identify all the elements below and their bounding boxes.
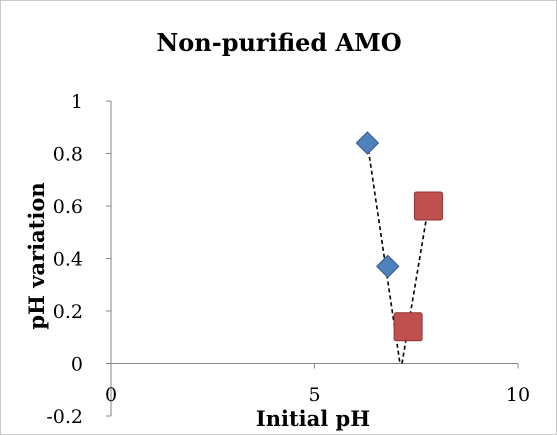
data-points	[355, 131, 443, 342]
chart-title: Non-purified AMO	[156, 28, 401, 57]
x-axis-label: Initial pH	[256, 406, 370, 431]
y-tick-label: -0.2	[46, 406, 83, 428]
y-tick-label: 0.4	[53, 249, 83, 271]
y-tick-label: 1	[71, 91, 83, 113]
data-point-square	[413, 191, 443, 221]
y-tick-label: 0.6	[53, 196, 83, 218]
axes: -0.200.20.40.60.810 5 10	[46, 91, 530, 428]
y-tick-label: 0.2	[53, 301, 83, 323]
data-point-diamond	[355, 131, 380, 155]
y-tick-label: 0	[71, 354, 83, 376]
x-tick-label: 0	[105, 384, 117, 406]
y-tick-label: 0.8	[53, 144, 83, 166]
trendline-series-2	[401, 205, 430, 364]
data-point-diamond	[376, 254, 400, 279]
x-tick-label: 5	[308, 384, 320, 406]
data-point-square	[393, 312, 423, 342]
x-tick-label: 10	[506, 384, 530, 406]
y-axis-label: pH variation	[24, 182, 49, 329]
